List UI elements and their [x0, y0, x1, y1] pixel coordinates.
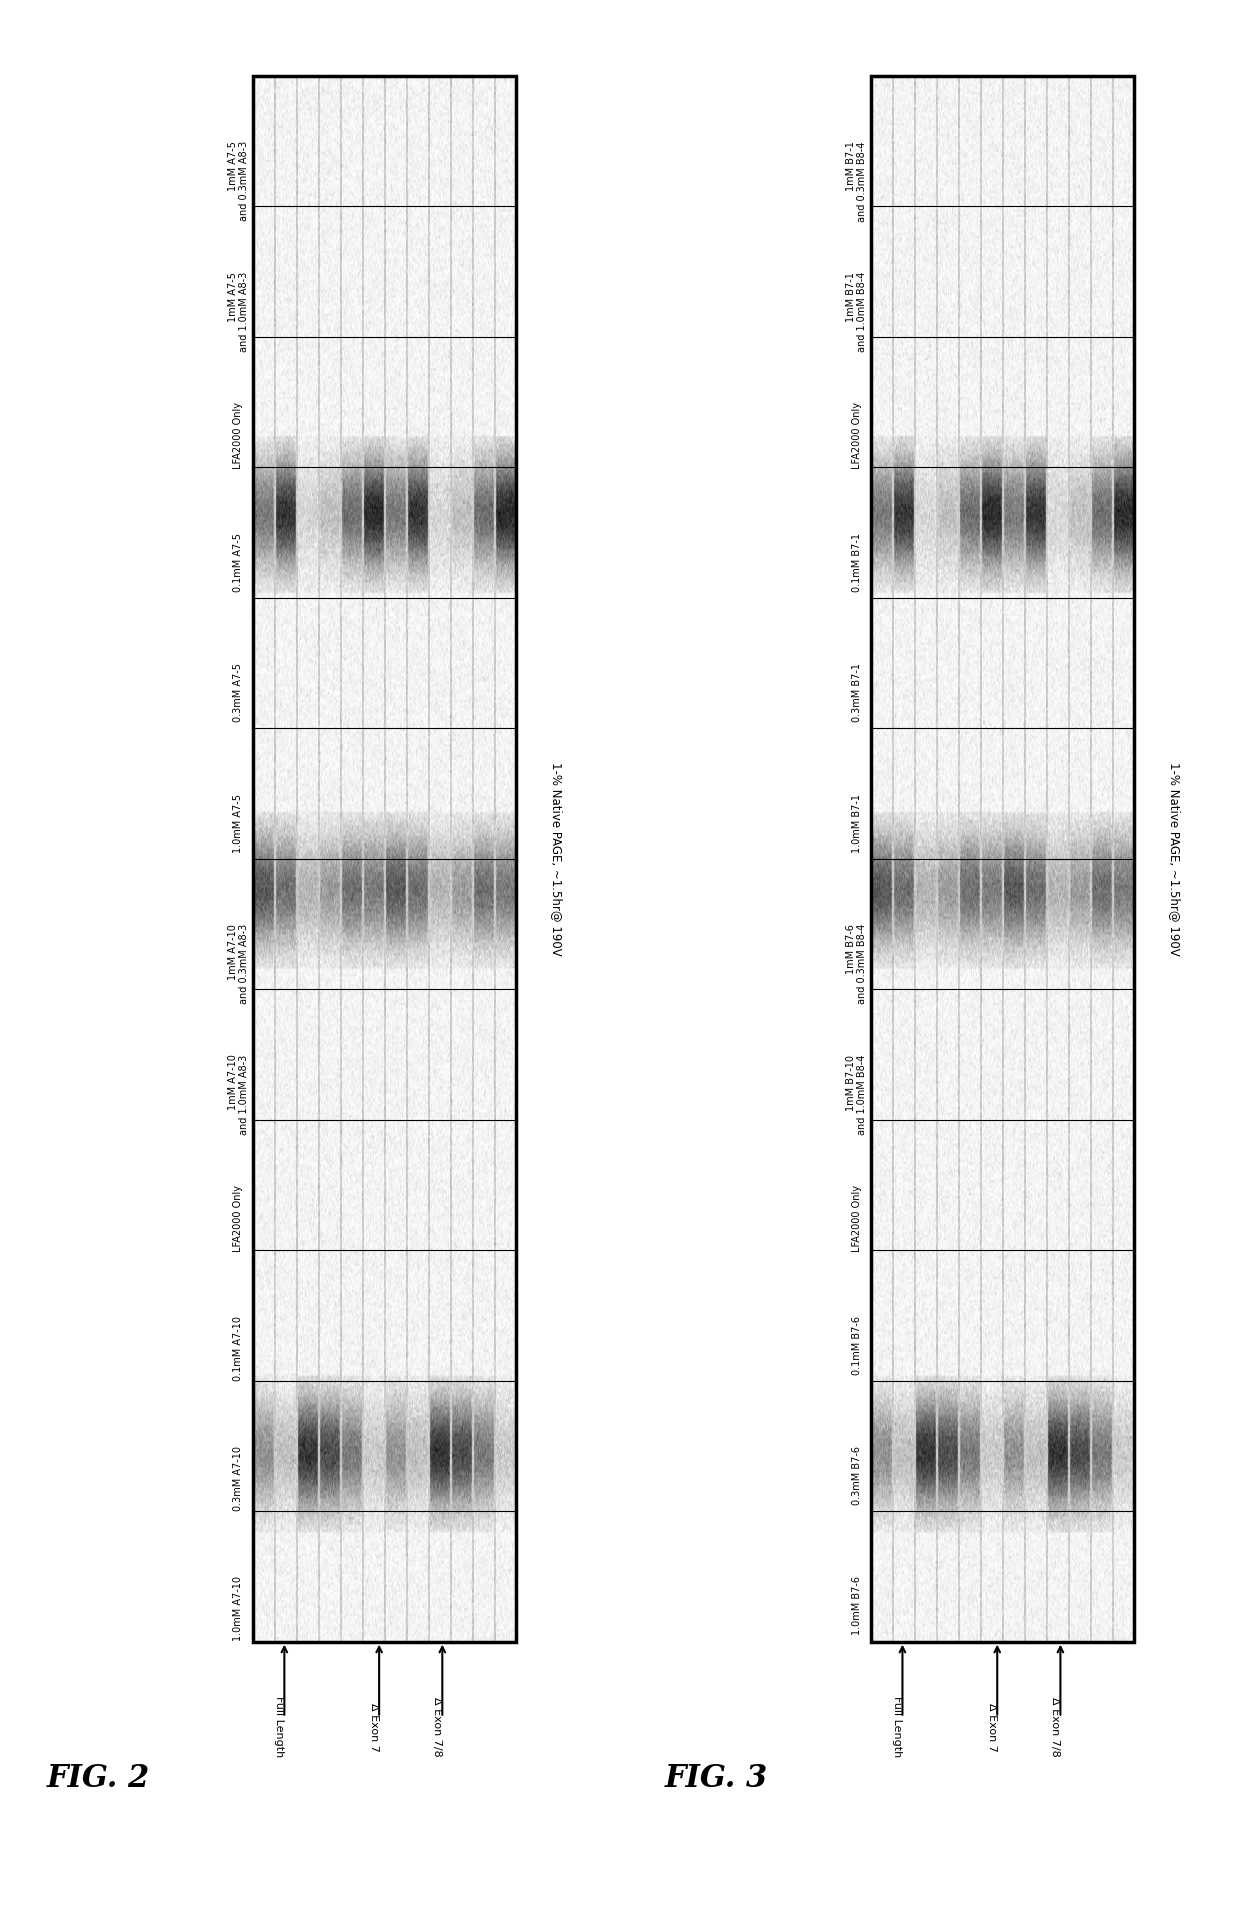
Text: 1.0mM B7-6: 1.0mM B7-6	[852, 1576, 862, 1635]
Text: 1mM B7-6
and 0.3mM B8-4: 1mM B7-6 and 0.3mM B8-4	[846, 924, 867, 1005]
Text: LFA2000 Only: LFA2000 Only	[233, 1185, 243, 1252]
Text: 1mM A7-5
and 1.0mM A8-3: 1mM A7-5 and 1.0mM A8-3	[228, 272, 249, 353]
Text: 0.1mM B7-1: 0.1mM B7-1	[852, 533, 862, 592]
Text: Δ Exon 7/8: Δ Exon 7/8	[1050, 1697, 1060, 1758]
Text: LFA2000 Only: LFA2000 Only	[852, 1185, 862, 1252]
Text: 1mM A7-10
and 1.0mM A8-3: 1mM A7-10 and 1.0mM A8-3	[228, 1054, 249, 1135]
Text: Full Length: Full Length	[893, 1697, 903, 1758]
Text: 1mM B7-10
and 1.0mM B8-4: 1mM B7-10 and 1.0mM B8-4	[846, 1054, 867, 1135]
Text: 0.3mM B7-6: 0.3mM B7-6	[852, 1445, 862, 1505]
Bar	[253, 77, 516, 1641]
Text: 0.3mM B7-1: 0.3mM B7-1	[852, 663, 862, 723]
Text: 1.0mM A7-10: 1.0mM A7-10	[233, 1576, 243, 1641]
Bar	[870, 77, 1135, 1641]
Text: Δ Exon 7: Δ Exon 7	[987, 1702, 997, 1752]
Text: Δ Exon 7/8: Δ Exon 7/8	[433, 1697, 443, 1758]
Text: 1mM A7-5
and 0.3mM A8-3: 1mM A7-5 and 0.3mM A8-3	[228, 142, 249, 222]
Text: LFA2000 Only: LFA2000 Only	[852, 403, 862, 470]
Text: Δ Exon 7: Δ Exon 7	[370, 1702, 379, 1752]
Text: 1.0mM B7-1: 1.0mM B7-1	[852, 794, 862, 853]
Text: 1-% Native PAGE, ~1.5hr@ 190V: 1-% Native PAGE, ~1.5hr@ 190V	[549, 761, 563, 957]
Text: LFA2000 Only: LFA2000 Only	[233, 403, 243, 470]
Text: 0.1mM A7-10: 0.1mM A7-10	[233, 1315, 243, 1380]
Text: FIG. 2: FIG. 2	[47, 1762, 150, 1794]
Text: 1-% Native PAGE, ~1.5hr@ 190V: 1-% Native PAGE, ~1.5hr@ 190V	[1168, 761, 1180, 957]
Text: Full Length: Full Length	[274, 1697, 284, 1758]
Text: 1mM B7-1
and 1.0mM B8-4: 1mM B7-1 and 1.0mM B8-4	[846, 272, 867, 353]
Text: 1mM B7-1
and 0.3mM B8-4: 1mM B7-1 and 0.3mM B8-4	[846, 142, 867, 222]
Text: 0.3mM A7-5: 0.3mM A7-5	[233, 663, 243, 723]
Text: FIG. 3: FIG. 3	[665, 1762, 768, 1794]
Text: 0.3mM A7-10: 0.3mM A7-10	[233, 1445, 243, 1511]
Text: 0.1mM B7-6: 0.1mM B7-6	[852, 1315, 862, 1374]
Text: 1.0mM A7-5: 1.0mM A7-5	[233, 794, 243, 853]
Text: 0.1mM A7-5: 0.1mM A7-5	[233, 533, 243, 592]
Text: 1mM A7-10
and 0.3mM A8-3: 1mM A7-10 and 0.3mM A8-3	[228, 924, 249, 1005]
